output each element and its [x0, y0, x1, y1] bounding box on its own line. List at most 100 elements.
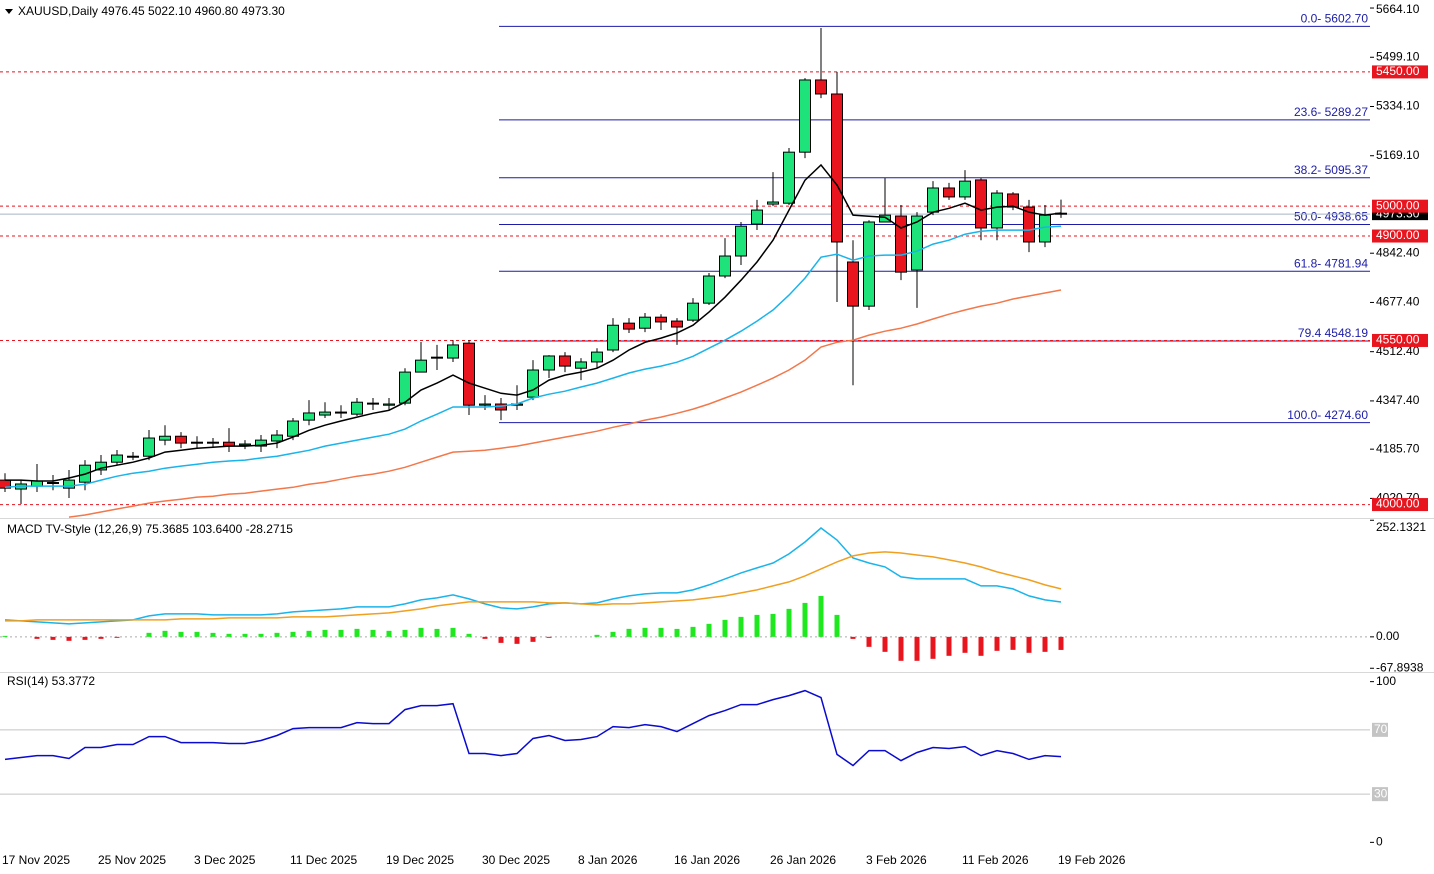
x-tick-label: 30 Dec 2025 — [482, 853, 550, 867]
histogram-bar — [50, 636, 56, 640]
histogram-bar — [610, 631, 616, 637]
candle-body — [671, 320, 683, 328]
histogram-bar — [1058, 636, 1064, 650]
histogram-bar — [178, 631, 184, 637]
histogram-bar — [466, 633, 472, 637]
candle-body — [255, 439, 267, 447]
candle-body — [959, 180, 971, 198]
level-label: 5450.00 — [1376, 64, 1420, 78]
candle-body — [95, 461, 107, 471]
candle-body — [335, 411, 347, 414]
y-tick-label: 4512.40 — [1376, 344, 1420, 358]
histogram-bar — [66, 636, 72, 641]
x-tick-label: 25 Nov 2025 — [98, 853, 166, 867]
y-tick-label: 4185.70 — [1376, 441, 1420, 455]
histogram-bar — [1010, 636, 1016, 650]
candle-body — [287, 420, 299, 437]
histogram-bar — [98, 636, 104, 639]
level-box — [1372, 229, 1428, 243]
candle-body — [655, 316, 667, 323]
moving-average — [5, 163, 1062, 482]
level-box — [1372, 498, 1428, 512]
y-tick-label: 252.1321 — [1376, 520, 1426, 534]
level-label: 4550.00 — [1376, 333, 1420, 347]
x-tick-label: 11 Dec 2025 — [290, 853, 357, 867]
fib-label: 61.8- 4781.94 — [1294, 256, 1368, 270]
histogram-bar — [802, 602, 808, 637]
histogram-bar — [34, 636, 40, 639]
candle-body — [351, 401, 363, 415]
y-tick-label: 5499.10 — [1376, 49, 1420, 63]
histogram-bar — [770, 613, 776, 637]
candle-body — [63, 479, 75, 489]
histogram-bar — [370, 629, 376, 637]
histogram-bar — [402, 629, 408, 637]
histogram-bar — [210, 632, 216, 637]
histogram-bar — [290, 631, 296, 637]
candle-body — [815, 79, 827, 95]
candle-body — [911, 215, 923, 271]
candle-body — [767, 201, 779, 205]
histogram-bar — [194, 631, 200, 637]
level-label: 5000.00 — [1376, 198, 1420, 212]
histogram-bar — [226, 633, 232, 637]
candle-body — [735, 225, 747, 257]
histogram-bar — [82, 636, 88, 640]
histogram-bar — [658, 627, 664, 637]
histogram-bar — [1026, 636, 1032, 653]
level-box — [1372, 199, 1428, 213]
candle-body — [943, 187, 955, 198]
candle-body — [687, 302, 699, 321]
menu-arrow[interactable] — [5, 9, 13, 14]
candle-body — [159, 435, 171, 441]
histogram-bar — [834, 614, 840, 637]
candle-body — [463, 342, 475, 406]
candle-body — [783, 151, 795, 204]
candle-body — [175, 435, 187, 444]
candle-body — [31, 480, 43, 487]
histogram-bar — [274, 632, 280, 637]
histogram-bar — [1042, 636, 1048, 652]
candle-body — [399, 371, 411, 404]
candle-body — [447, 344, 459, 359]
fib-label: 100.0- 4274.60 — [1287, 408, 1368, 422]
histogram-bar — [546, 636, 552, 638]
candle-body — [847, 261, 859, 307]
histogram-bar — [786, 608, 792, 637]
y-tick-label: 0 — [1376, 835, 1383, 849]
candle-body — [367, 402, 379, 405]
y-tick-label: 0.00 — [1376, 629, 1400, 643]
candle-body — [1007, 193, 1019, 208]
histogram-bar — [162, 630, 168, 637]
histogram-bar — [338, 629, 344, 637]
level-box — [1372, 787, 1388, 802]
y-tick-label: 4842.40 — [1376, 245, 1420, 259]
histogram-bar — [738, 616, 744, 637]
fib-label: 38.2- 5095.37 — [1294, 163, 1368, 177]
histogram-bar — [722, 619, 728, 637]
candle-body — [543, 355, 555, 371]
histogram-bar — [354, 628, 360, 637]
x-tick-label: 17 Nov 2025 — [2, 853, 70, 867]
candle-body — [895, 215, 907, 273]
candle-body — [111, 454, 123, 463]
candle-body — [127, 455, 139, 458]
histogram-bar — [482, 636, 488, 639]
histogram-bar — [386, 630, 392, 637]
candle-body — [751, 209, 763, 225]
fib-label: 79.4 4548.19 — [1298, 326, 1368, 340]
histogram-bar — [978, 636, 984, 656]
histogram-bar — [818, 595, 824, 637]
chart-title: XAUUSD,Daily 4976.45 5022.10 4960.80 497… — [18, 4, 285, 18]
fib-label: 50.0- 4938.65 — [1294, 210, 1368, 224]
histogram-bar — [706, 623, 712, 637]
candle-body — [47, 481, 59, 484]
level-label: 4000.00 — [1376, 497, 1420, 511]
histogram-bar — [626, 628, 632, 637]
histogram-bar — [514, 636, 520, 644]
candle-body — [799, 79, 811, 153]
y-tick-label: 100 — [1376, 674, 1396, 688]
x-tick-label: 16 Jan 2026 — [674, 853, 740, 867]
